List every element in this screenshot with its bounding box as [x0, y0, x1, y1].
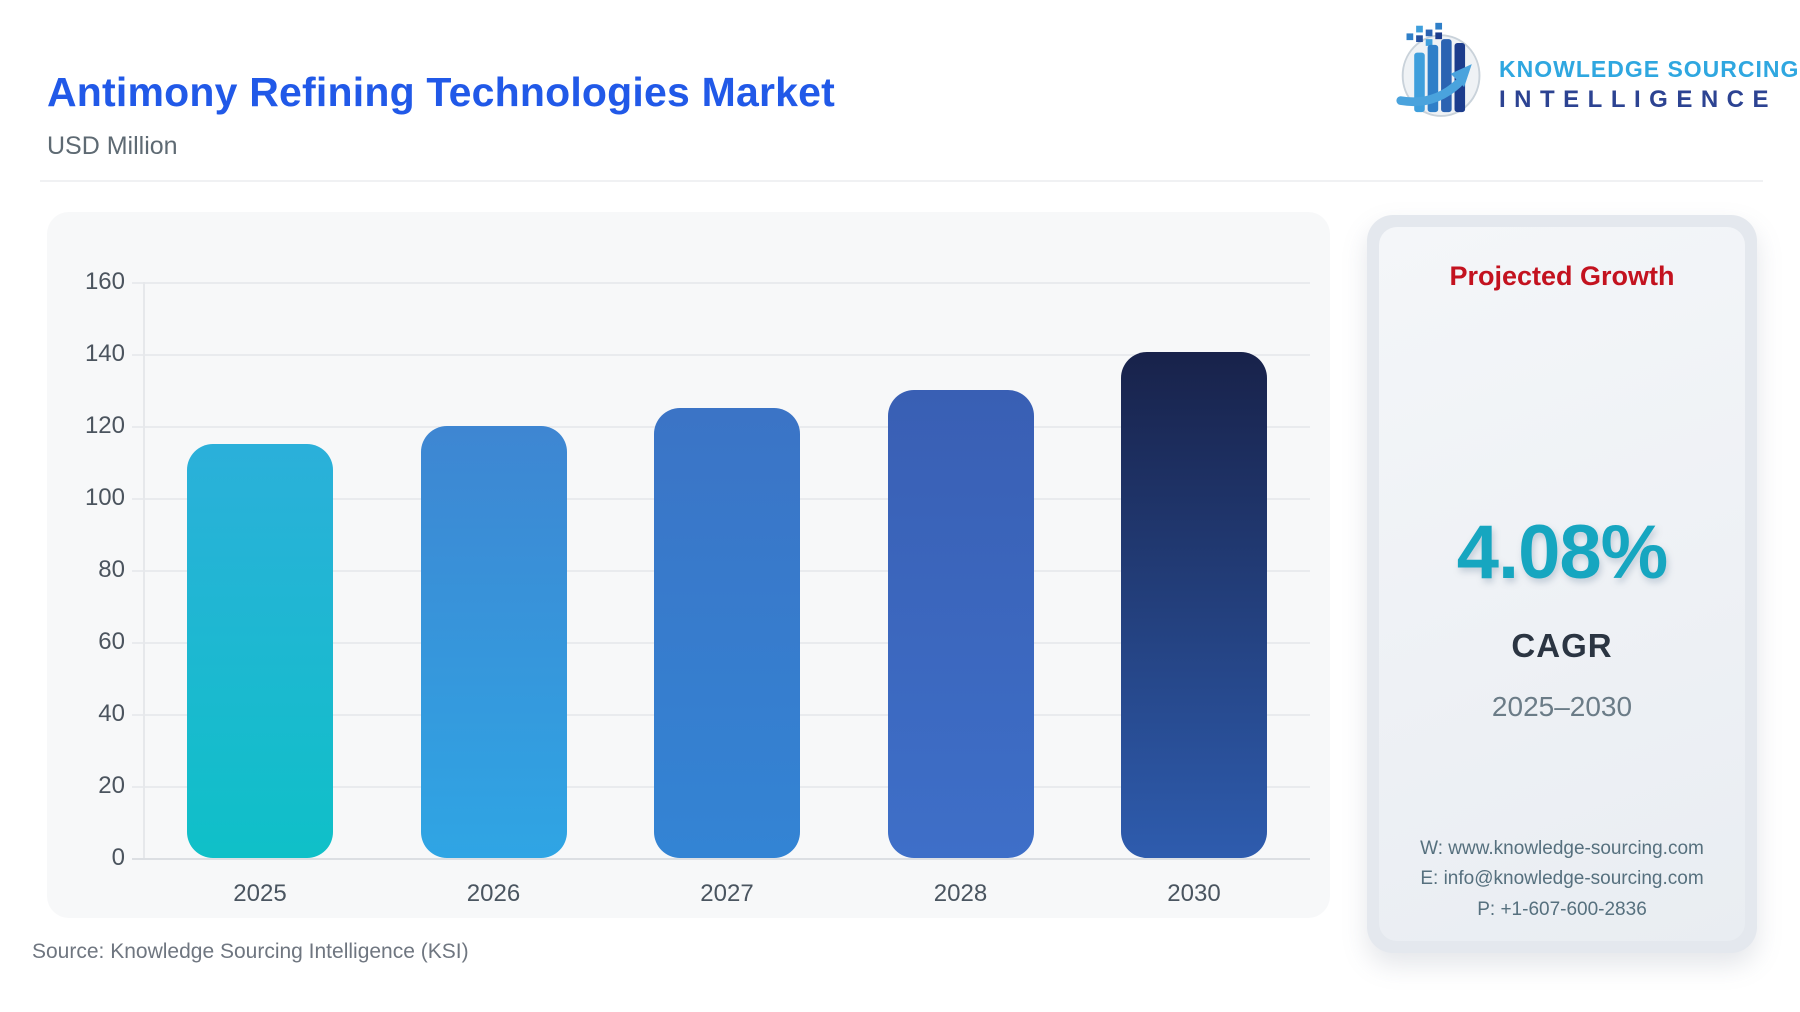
units-label: USD Million — [47, 132, 178, 160]
contact-block: W: www.knowledge-sourcing.com E: info@kn… — [1379, 834, 1745, 925]
page-title: Antimony Refining Technologies Market — [47, 69, 835, 116]
y-tick-120: 120 — [84, 412, 125, 439]
contact-phone: P: +1-607-600-2836 — [1477, 898, 1647, 920]
x-tick-2025: 2025 — [233, 880, 287, 907]
y-axis-line — [143, 282, 145, 858]
y-tick-80: 80 — [98, 556, 125, 583]
x-tick-2027: 2027 — [700, 880, 754, 907]
projected-growth-card: Projected Growth 4.08% CAGR 2025–2030 W:… — [1367, 215, 1757, 953]
y-tick-40: 40 — [98, 700, 125, 727]
contact-website: W: www.knowledge-sourcing.com — [1420, 837, 1704, 859]
projected-growth-card-inner: Projected Growth 4.08% CAGR 2025–2030 W:… — [1379, 227, 1745, 941]
logo-bar-globe-arrow-icon — [1395, 14, 1491, 120]
y-tick-140: 140 — [84, 340, 125, 367]
logo-line2: INTELLIGENCE — [1499, 86, 1778, 113]
bar-2027 — [654, 408, 800, 858]
gridline-0 — [132, 858, 1310, 860]
y-tick-160: 160 — [84, 268, 125, 295]
logo-line1: KNOWLEDGE SOURCING — [1499, 56, 1800, 82]
header-divider — [40, 180, 1763, 182]
bar-2028 — [887, 390, 1034, 858]
source-note: Source: Knowledge Sourcing Intelligence … — [32, 940, 469, 963]
bar-2025 — [187, 444, 333, 858]
bar-2030 — [1121, 352, 1267, 858]
y-tick-20: 20 — [98, 772, 125, 799]
bar-2026 — [420, 426, 567, 858]
x-tick-2028: 2028 — [933, 880, 988, 907]
x-tick-2026: 2026 — [466, 880, 521, 907]
x-tick-2030: 2030 — [1167, 880, 1221, 907]
cagr-value: 4.08% — [1456, 510, 1669, 595]
bar-chart: 0 20 40 60 80 100 120 140 160 2025 2026 2027 2028 203… — [47, 212, 1330, 918]
company-logo: KNOWLEDGE SOURCING INTELLIGENCE — [1395, 12, 1798, 122]
logo-wordmark: KNOWLEDGE SOURCING INTELLIGENCE — [1499, 56, 1799, 114]
y-tick-60: 60 — [98, 628, 125, 655]
cagr-label: CAGR — [1511, 627, 1613, 664]
forecast-period: 2025–2030 — [1491, 691, 1633, 722]
contact-email: E: info@knowledge-sourcing.com — [1420, 868, 1704, 890]
gridline-160 — [132, 282, 1310, 284]
y-tick-100: 100 — [84, 484, 125, 511]
panel-heading: Projected Growth — [1449, 261, 1675, 291]
y-tick-0: 0 — [111, 844, 125, 871]
gridline-140 — [132, 354, 1310, 356]
